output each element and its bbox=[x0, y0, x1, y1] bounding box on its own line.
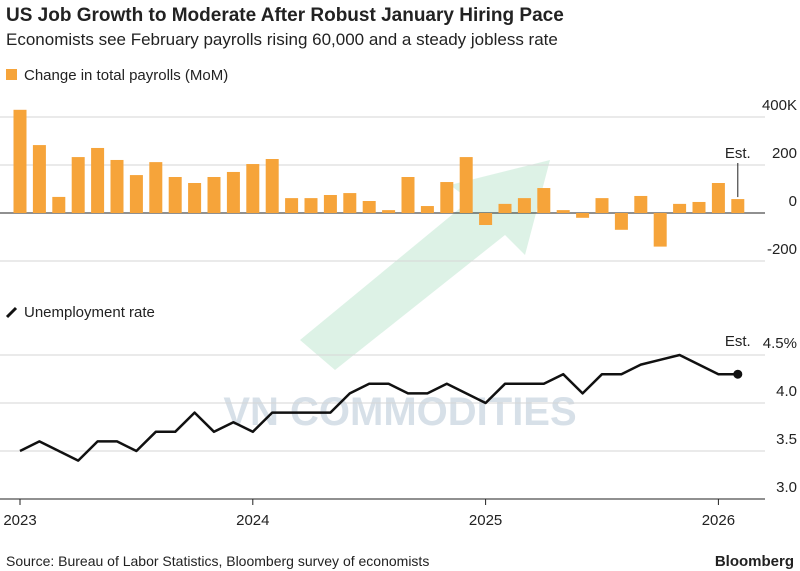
bar bbox=[129, 175, 143, 213]
bar bbox=[285, 198, 299, 213]
bar bbox=[673, 203, 687, 213]
bar bbox=[576, 213, 590, 218]
brand: Bloomberg bbox=[715, 553, 794, 570]
source: Source: Bureau of Labor Statistics, Bloo… bbox=[6, 553, 429, 569]
x-tick-label: 2026 bbox=[702, 512, 735, 529]
bar bbox=[168, 177, 182, 213]
line bbox=[19, 353, 738, 462]
bar bbox=[343, 193, 357, 213]
bar bbox=[420, 206, 434, 213]
bar bbox=[323, 195, 337, 213]
bar bbox=[556, 210, 570, 213]
chart-subtitle: Economists see February payrolls rising … bbox=[6, 30, 558, 49]
bar bbox=[595, 198, 609, 213]
bar bbox=[246, 164, 260, 213]
bar bbox=[13, 109, 27, 213]
bar bbox=[149, 162, 163, 213]
bar bbox=[498, 203, 512, 213]
bar bbox=[401, 177, 415, 213]
watermark-arrow bbox=[300, 160, 550, 370]
bar bbox=[614, 213, 628, 230]
x-tick-label: 2025 bbox=[469, 512, 502, 529]
bar bbox=[207, 177, 221, 213]
y-tick-label: 200 bbox=[772, 145, 797, 162]
bar bbox=[71, 157, 85, 213]
bar bbox=[265, 159, 279, 213]
chart-title: US Job Growth to Moderate After Robust J… bbox=[6, 5, 564, 26]
annotation: Est. bbox=[725, 333, 751, 350]
bar bbox=[731, 199, 745, 213]
bar bbox=[226, 171, 240, 213]
bar bbox=[382, 210, 396, 213]
y-tick-label: 4.5% bbox=[763, 335, 797, 352]
y-tick-label: 4.0 bbox=[776, 383, 797, 400]
legend-label: Unemployment rate bbox=[24, 304, 155, 321]
bar bbox=[634, 195, 648, 213]
bar bbox=[32, 145, 46, 213]
bar bbox=[517, 198, 531, 213]
bar bbox=[304, 198, 318, 213]
y-tick-label: 3.0 bbox=[776, 479, 797, 496]
x-tick-label: 2023 bbox=[3, 512, 36, 529]
legend-label: Change in total payrolls (MoM) bbox=[24, 67, 228, 84]
x-tick-label: 2024 bbox=[236, 512, 269, 529]
y-tick-label: 400K bbox=[762, 97, 797, 114]
bar bbox=[653, 213, 667, 247]
bar bbox=[537, 188, 551, 213]
bar bbox=[692, 201, 706, 213]
bar bbox=[440, 182, 454, 213]
legend-swatch bbox=[6, 69, 17, 80]
y-tick-label: -200 bbox=[767, 241, 797, 258]
bar bbox=[52, 196, 66, 213]
bar bbox=[188, 183, 202, 213]
bar bbox=[91, 147, 105, 213]
y-tick-label: 0 bbox=[789, 193, 797, 210]
annotation: Est. bbox=[725, 145, 751, 162]
bar bbox=[362, 201, 376, 213]
est-marker bbox=[733, 369, 743, 379]
bar bbox=[711, 183, 725, 213]
bar bbox=[479, 213, 493, 225]
bar bbox=[110, 159, 124, 213]
bar bbox=[459, 157, 473, 213]
y-tick-label: 3.5 bbox=[776, 431, 797, 448]
legend-swatch bbox=[5, 306, 18, 319]
